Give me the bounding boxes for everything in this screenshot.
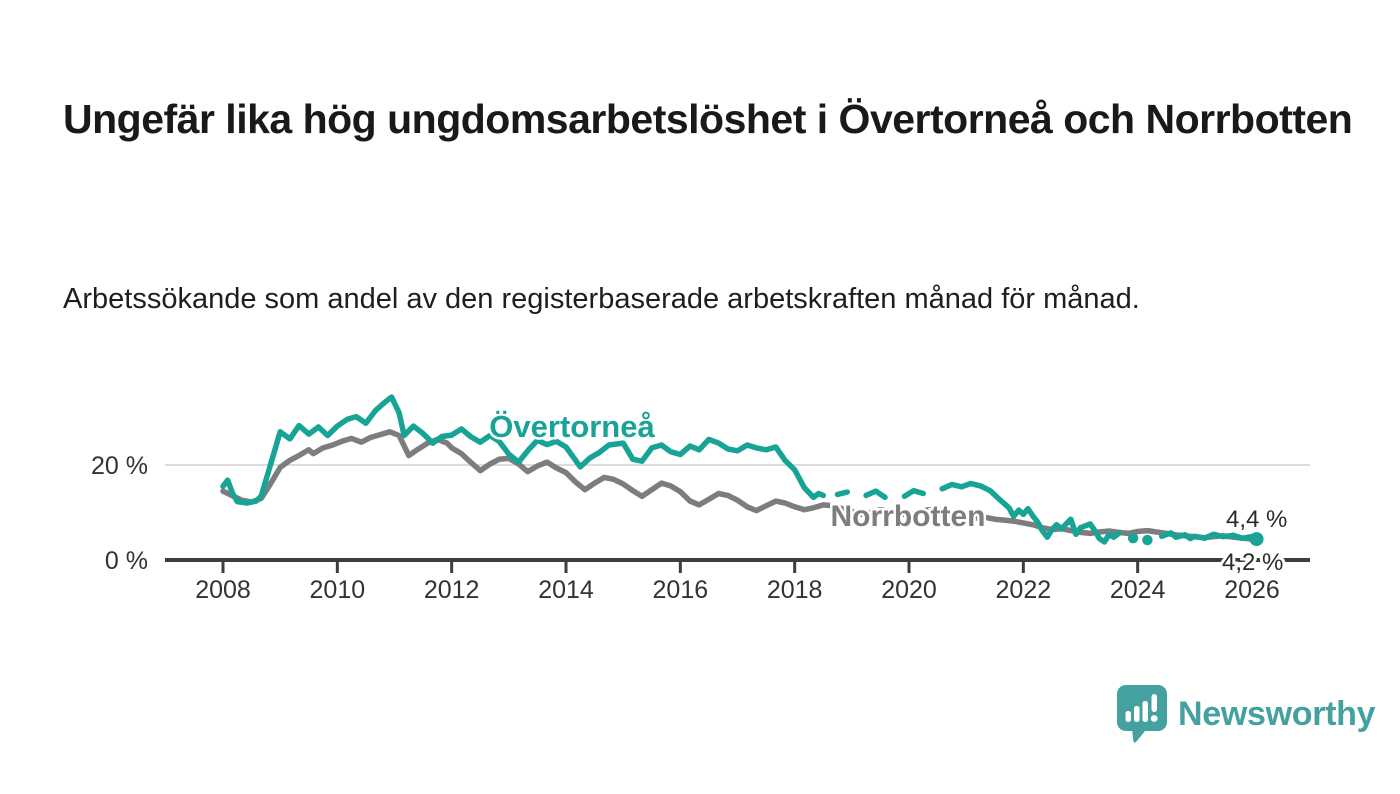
y-axis-label-0: 0 % (105, 547, 148, 575)
newsworthy-wordmark: Newsworthy (1178, 694, 1376, 733)
series-line-overtornea (834, 489, 851, 498)
x-axis-label-2022: 2022 (996, 576, 1052, 604)
x-axis-label-2020: 2020 (881, 576, 937, 604)
series-line-overtornea (220, 394, 827, 506)
x-axis-label-2012: 2012 (424, 576, 480, 604)
series-point-overtornea (1142, 534, 1153, 546)
series-point-overtornea (1127, 532, 1139, 544)
newsworthy-speech-bubble-bar-chart-icon (1117, 685, 1167, 743)
series-line-overtornea (939, 480, 1122, 545)
series-line-overtornea (901, 487, 927, 500)
series-line-overtornea (1158, 530, 1260, 542)
x-axis-label-2026: 2026 (1224, 576, 1280, 604)
end-value-label-norrbotten: 4,2 % (1222, 549, 1283, 576)
end-value-label-overtornea: 4,4 % (1226, 506, 1287, 533)
series-line-overtornea (863, 488, 888, 501)
x-axis-label-2018: 2018 (767, 576, 823, 604)
series-line-norrbotten (220, 429, 1260, 543)
series-end-dot-overtornea (1249, 532, 1264, 547)
series-label-norrbotten: Norrbotten (831, 500, 986, 533)
line-chart: 2008 2010 2012 2014 2016 2018 2020 2022 2024 2026… (91, 394, 1310, 604)
chart-title: Ungefär lika hög ungdomsarbetslöshet i Ö… (63, 96, 1353, 143)
x-axis-label-2024: 2024 (1110, 576, 1166, 604)
chart-subtitle: Arbetssökande som andel av den registerb… (63, 283, 1140, 315)
x-axis-label-2014: 2014 (538, 576, 594, 604)
x-axis-label-2008: 2008 (195, 576, 251, 604)
x-axis-label-2010: 2010 (310, 576, 366, 604)
series-label-overtornea: Övertorneå (489, 409, 655, 444)
newsworthy-logo: Newsworthy (1115, 684, 1376, 744)
x-axis-label-2016: 2016 (653, 576, 709, 604)
y-axis-label-20: 20 % (91, 452, 148, 480)
